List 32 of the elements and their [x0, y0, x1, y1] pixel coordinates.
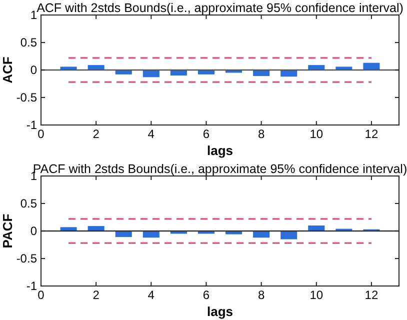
x-tick-label: 4: [148, 127, 155, 141]
x-tick-label: 8: [258, 127, 265, 141]
x-tick-label: 10: [310, 127, 324, 141]
y-tick-label: 1: [30, 8, 38, 22]
x-tick-label: 6: [202, 127, 210, 141]
y-axis-title: PACF: [0, 214, 15, 248]
x-tick-label: 6: [202, 288, 210, 302]
y-tick-label: -0.5: [16, 252, 38, 266]
x-tick-label: 2: [92, 288, 100, 302]
y-tick-label: 0: [30, 224, 38, 238]
bar: [142, 70, 160, 78]
x-tick-label: 4: [148, 288, 155, 302]
y-tick-label: 0: [30, 63, 38, 77]
x-axis-title: lags: [206, 143, 234, 158]
x-tick-label: 10: [310, 288, 324, 302]
y-tick-label: -0.5: [16, 90, 38, 104]
bar: [308, 65, 325, 70]
x-tick-label: 12: [364, 288, 378, 302]
chart-title: ACF with 2stds Bounds(i.e., approximate 95% confidence interval): [36, 1, 404, 15]
x-tick-label: 2: [92, 127, 100, 141]
x-tick-label: 12: [364, 127, 378, 141]
bar: [170, 70, 187, 76]
x-axis-title: lags: [206, 304, 234, 319]
y-axis-title: ACF: [0, 56, 15, 84]
y-tick-label: -1: [26, 118, 38, 132]
y-tick-label: -1: [26, 279, 38, 293]
y-tick-label: 0.5: [20, 196, 38, 210]
bar: [280, 70, 298, 77]
x-tick-label: 8: [258, 288, 265, 302]
bar: [363, 62, 380, 70]
bar: [253, 70, 270, 76]
y-tick-label: 0.5: [20, 36, 38, 50]
